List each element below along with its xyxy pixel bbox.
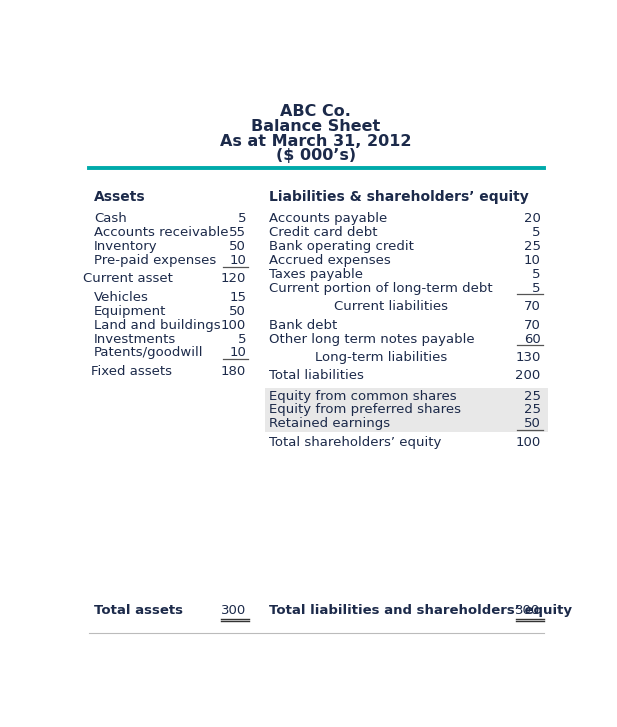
Text: 120: 120 xyxy=(221,273,246,286)
Text: 200: 200 xyxy=(515,369,540,382)
Text: 100: 100 xyxy=(221,318,246,332)
Text: Current asset: Current asset xyxy=(83,273,172,286)
Bar xyxy=(265,387,549,432)
Text: ABC Co.: ABC Co. xyxy=(280,105,351,119)
Text: 300: 300 xyxy=(515,603,540,616)
Text: Taxes payable: Taxes payable xyxy=(270,268,363,281)
Text: Accrued expenses: Accrued expenses xyxy=(270,254,391,267)
Text: Total liabilities: Total liabilities xyxy=(270,369,364,382)
Text: 15: 15 xyxy=(229,291,246,304)
Text: Total assets: Total assets xyxy=(94,603,183,616)
Text: 5: 5 xyxy=(238,332,246,345)
Text: Cash: Cash xyxy=(94,212,127,225)
Text: Other long term notes payable: Other long term notes payable xyxy=(270,332,475,345)
Text: 5: 5 xyxy=(238,212,246,225)
Text: Retained earnings: Retained earnings xyxy=(270,417,391,430)
Text: 5: 5 xyxy=(532,281,540,294)
Text: Bank operating credit: Bank operating credit xyxy=(270,240,414,253)
Text: 10: 10 xyxy=(524,254,540,267)
Text: Current portion of long-term debt: Current portion of long-term debt xyxy=(270,281,493,294)
Text: 25: 25 xyxy=(524,240,540,253)
Text: Fixed assets: Fixed assets xyxy=(91,365,172,378)
Text: Equity from preferred shares: Equity from preferred shares xyxy=(270,403,462,417)
Text: Balance Sheet: Balance Sheet xyxy=(251,119,381,134)
Text: 5: 5 xyxy=(532,268,540,281)
Text: Current liabilities: Current liabilities xyxy=(334,300,447,313)
Text: 50: 50 xyxy=(229,240,246,253)
Text: 50: 50 xyxy=(524,417,540,430)
Text: 10: 10 xyxy=(229,254,246,267)
Text: Land and buildings: Land and buildings xyxy=(94,318,221,332)
Text: Total liabilities and shareholders’ equity: Total liabilities and shareholders’ equi… xyxy=(270,603,573,616)
Text: Long-term liabilities: Long-term liabilities xyxy=(315,351,447,364)
Text: 60: 60 xyxy=(524,332,540,345)
Text: Liabilities & shareholders’ equity: Liabilities & shareholders’ equity xyxy=(270,190,529,204)
Text: 25: 25 xyxy=(524,403,540,417)
Text: Total shareholders’ equity: Total shareholders’ equity xyxy=(270,435,442,449)
Text: Assets: Assets xyxy=(94,190,146,204)
Text: Equipment: Equipment xyxy=(94,305,167,318)
Text: 50: 50 xyxy=(229,305,246,318)
Text: ($ 000’s): ($ 000’s) xyxy=(276,148,356,164)
Text: 55: 55 xyxy=(229,226,246,239)
Text: Accounts payable: Accounts payable xyxy=(270,212,387,225)
Text: Inventory: Inventory xyxy=(94,240,158,253)
Text: 20: 20 xyxy=(524,212,540,225)
Text: Accounts receivable: Accounts receivable xyxy=(94,226,229,239)
Text: 25: 25 xyxy=(524,390,540,403)
Text: 70: 70 xyxy=(524,300,540,313)
Text: 10: 10 xyxy=(229,346,246,359)
Text: As at March 31, 2012: As at March 31, 2012 xyxy=(220,134,412,148)
Text: 5: 5 xyxy=(532,226,540,239)
Text: 180: 180 xyxy=(221,365,246,378)
Text: Equity from common shares: Equity from common shares xyxy=(270,390,457,403)
Text: Pre-paid expenses: Pre-paid expenses xyxy=(94,254,217,267)
Text: Investments: Investments xyxy=(94,332,176,345)
Text: 300: 300 xyxy=(221,603,246,616)
Text: Bank debt: Bank debt xyxy=(270,318,337,332)
Text: Credit card debt: Credit card debt xyxy=(270,226,378,239)
Text: Patents/goodwill: Patents/goodwill xyxy=(94,346,204,359)
Text: Vehicles: Vehicles xyxy=(94,291,149,304)
Text: 70: 70 xyxy=(524,318,540,332)
Text: 100: 100 xyxy=(515,435,540,449)
Text: 130: 130 xyxy=(515,351,540,364)
